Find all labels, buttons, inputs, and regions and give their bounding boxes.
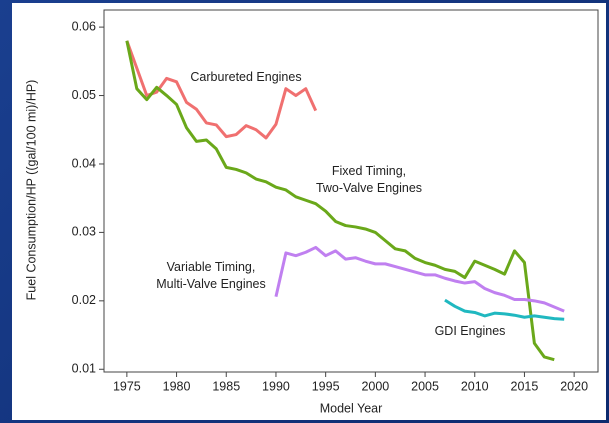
x-tick-label: 1975: [113, 379, 141, 393]
y-tick-label: 0.04: [72, 156, 96, 170]
series-label-line: Multi-Valve Engines: [156, 277, 266, 291]
y-tick-label: 0.05: [72, 88, 96, 102]
series-label-line: GDI Engines: [435, 324, 506, 338]
y-tick-label: 0.03: [72, 225, 96, 239]
series-label: GDI Engines: [435, 324, 506, 338]
series-label-line: Variable Timing,: [167, 260, 256, 274]
x-tick-label: 1985: [212, 379, 240, 393]
x-axis-title: Model Year: [320, 401, 383, 415]
series-line: [125, 40, 555, 362]
x-tick-label: 2000: [361, 379, 389, 393]
y-tick-label: 0.01: [72, 362, 96, 376]
series-label-line: Two-Valve Engines: [316, 181, 422, 195]
series-label-line: Carbureted Engines: [190, 70, 301, 84]
x-tick-label: 1980: [163, 379, 191, 393]
y-tick-label: 0.02: [72, 293, 96, 307]
x-tick-label: 2020: [560, 379, 588, 393]
series-line: [274, 245, 565, 313]
x-tick-label: 1990: [262, 379, 290, 393]
series-label-line: Fixed Timing,: [332, 164, 406, 178]
series-label: Fixed Timing, Two-Valve Engines: [316, 164, 422, 195]
x-tick-label: 1995: [312, 379, 340, 393]
x-tick-label: 2005: [411, 379, 439, 393]
y-tick-label: 0.06: [72, 19, 96, 33]
y-axis-title: Fuel Consumption/HP ((gal/100 mi)/HP): [24, 80, 38, 301]
series-label: Carbureted Engines: [190, 70, 301, 84]
panel: [12, 3, 606, 420]
x-tick-label: 2010: [461, 379, 489, 393]
series-label: Variable Timing, Multi-Valve Engines: [156, 260, 266, 291]
x-tick-label: 2015: [511, 379, 539, 393]
series-line: [444, 298, 565, 321]
plot-frame: [103, 9, 599, 373]
